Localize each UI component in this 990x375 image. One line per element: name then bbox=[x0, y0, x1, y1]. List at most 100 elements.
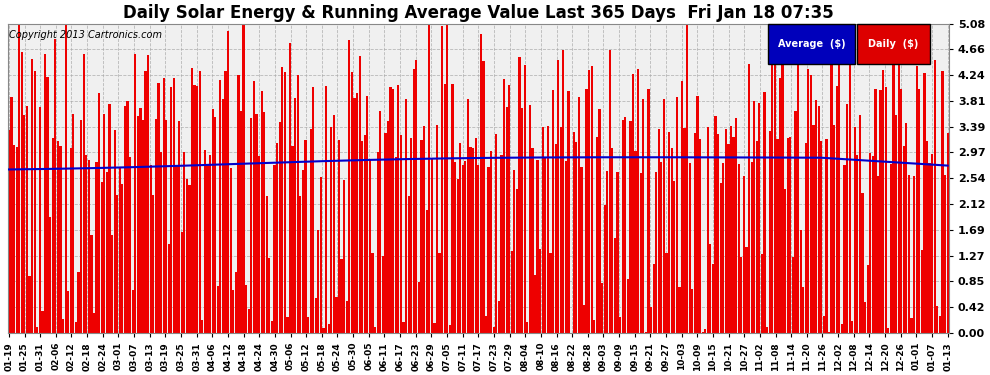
Bar bbox=[532, 148, 534, 333]
Bar bbox=[546, 126, 549, 333]
Bar bbox=[802, 287, 804, 333]
Bar bbox=[681, 81, 683, 333]
Bar bbox=[859, 115, 861, 333]
Bar bbox=[201, 320, 203, 333]
Bar bbox=[733, 137, 735, 333]
Bar bbox=[230, 168, 232, 333]
Bar bbox=[320, 177, 322, 333]
Bar bbox=[540, 249, 542, 333]
Bar bbox=[939, 316, 941, 333]
Bar bbox=[506, 107, 508, 333]
Bar bbox=[495, 134, 497, 333]
Bar bbox=[77, 272, 79, 333]
Bar bbox=[323, 328, 325, 333]
Bar bbox=[116, 195, 119, 333]
Bar bbox=[766, 327, 768, 333]
Bar bbox=[54, 39, 56, 333]
Bar bbox=[127, 102, 129, 333]
Bar bbox=[554, 144, 556, 333]
Bar bbox=[348, 40, 350, 333]
Bar bbox=[304, 140, 307, 333]
Bar bbox=[258, 156, 260, 333]
Bar bbox=[660, 162, 662, 333]
Bar bbox=[10, 97, 13, 333]
Bar bbox=[400, 135, 402, 333]
Bar bbox=[580, 167, 582, 333]
Bar bbox=[454, 162, 456, 333]
Bar bbox=[461, 165, 464, 333]
Bar bbox=[689, 163, 691, 333]
Bar bbox=[516, 189, 518, 333]
Bar bbox=[702, 332, 704, 333]
Bar bbox=[742, 176, 745, 333]
Bar bbox=[103, 114, 105, 333]
Bar bbox=[238, 75, 240, 333]
Bar bbox=[93, 313, 95, 333]
Bar bbox=[366, 96, 368, 333]
Bar bbox=[90, 235, 92, 333]
Bar bbox=[820, 141, 823, 333]
Bar bbox=[606, 171, 608, 333]
Bar bbox=[246, 285, 248, 333]
Bar bbox=[263, 112, 265, 333]
Bar bbox=[122, 183, 124, 333]
Bar bbox=[328, 324, 330, 333]
Bar bbox=[374, 327, 376, 333]
Bar bbox=[877, 176, 879, 333]
Bar bbox=[369, 160, 371, 333]
Bar bbox=[624, 117, 627, 333]
Text: Average  ($): Average ($) bbox=[778, 39, 845, 49]
Bar bbox=[173, 78, 175, 333]
Bar bbox=[350, 72, 353, 333]
Bar bbox=[728, 144, 730, 333]
Bar bbox=[119, 167, 121, 333]
Bar bbox=[513, 170, 516, 333]
Bar bbox=[21, 52, 23, 333]
Bar bbox=[233, 290, 235, 333]
Bar bbox=[655, 172, 657, 333]
Bar bbox=[459, 143, 461, 333]
Bar bbox=[31, 59, 34, 333]
Bar bbox=[227, 31, 230, 333]
Bar bbox=[222, 99, 224, 333]
Bar bbox=[315, 298, 317, 333]
Bar bbox=[725, 129, 727, 333]
Bar bbox=[180, 232, 183, 333]
Bar bbox=[101, 182, 103, 333]
Bar bbox=[154, 119, 157, 333]
Bar bbox=[683, 128, 686, 333]
Bar bbox=[753, 101, 755, 333]
Bar bbox=[410, 138, 412, 333]
Bar bbox=[823, 316, 825, 333]
Bar bbox=[562, 50, 564, 333]
Bar bbox=[477, 165, 479, 333]
Bar bbox=[442, 26, 444, 333]
Bar bbox=[167, 244, 170, 333]
Bar bbox=[843, 165, 845, 333]
Bar bbox=[848, 57, 850, 333]
Bar bbox=[199, 71, 201, 333]
Bar bbox=[446, 24, 448, 333]
Bar bbox=[157, 83, 159, 333]
Bar bbox=[289, 43, 291, 333]
Bar bbox=[748, 64, 750, 333]
Bar bbox=[162, 78, 164, 333]
Bar bbox=[405, 99, 407, 333]
Bar bbox=[591, 66, 593, 333]
Bar bbox=[209, 155, 211, 333]
Bar bbox=[650, 307, 652, 333]
Bar bbox=[709, 244, 712, 333]
Bar bbox=[872, 156, 874, 333]
Bar bbox=[879, 90, 882, 333]
Bar bbox=[132, 290, 134, 333]
Bar bbox=[42, 311, 44, 333]
Bar bbox=[797, 56, 799, 333]
Bar bbox=[635, 151, 637, 333]
Bar bbox=[611, 148, 614, 333]
Bar bbox=[307, 317, 309, 333]
Bar bbox=[260, 92, 262, 333]
Text: Daily  ($): Daily ($) bbox=[868, 39, 919, 49]
Bar bbox=[663, 99, 665, 333]
Bar bbox=[647, 88, 649, 333]
Bar bbox=[524, 65, 526, 333]
